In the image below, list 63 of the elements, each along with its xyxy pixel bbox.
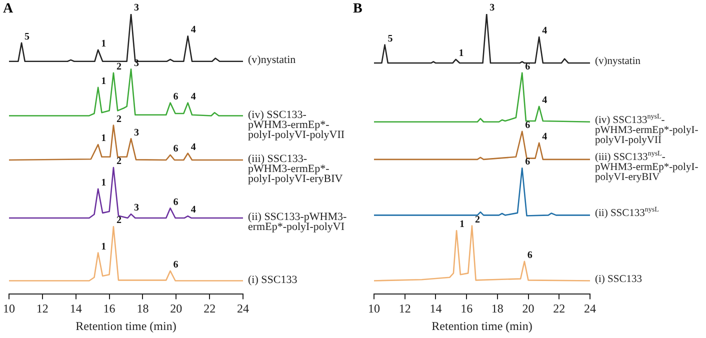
annotation: 6 xyxy=(173,260,178,271)
annotation: 2 xyxy=(116,156,122,168)
annotation: 1 xyxy=(101,38,106,50)
annotation: 2 xyxy=(116,114,122,125)
series-label: (v)nystatin xyxy=(595,56,642,68)
series-label: (v)nystatin xyxy=(248,54,297,66)
annotation: 6 xyxy=(525,61,530,72)
annotation: 3 xyxy=(490,2,495,14)
annotation: 3 xyxy=(134,2,140,14)
annotation: 6 xyxy=(173,144,178,155)
annotation: 1 xyxy=(458,48,464,59)
x-axis-title: Retention time (min) xyxy=(76,318,176,333)
annotation: 6 xyxy=(525,156,530,168)
annotation: 4 xyxy=(542,26,548,37)
annotation: 6 xyxy=(525,120,530,131)
x-tick-label: 14 xyxy=(70,302,82,316)
annotation: 5 xyxy=(24,31,30,42)
annotation: 6 xyxy=(527,250,532,261)
x-tick-label: 22 xyxy=(553,302,566,316)
annotation: 1 xyxy=(101,241,106,252)
annotation: 3 xyxy=(134,127,140,138)
annotation: 4 xyxy=(190,24,196,36)
annotation: 1 xyxy=(460,219,465,230)
annotation: 2 xyxy=(116,215,122,226)
annotation: 4 xyxy=(542,131,548,142)
series-label: (i) SSC133 xyxy=(248,274,298,286)
annotation: 5 xyxy=(388,33,393,44)
chart-title: B xyxy=(353,2,362,17)
series-label: (iii) SSC133$^{nysL}$-pWHM3-ermEp*-polyI-polyVI-eryBIV xyxy=(595,150,700,184)
annotation: 4 xyxy=(190,204,196,216)
series-label: (ii) SSC133$^{nysL}$ xyxy=(595,206,660,220)
x-tick-label: 10 xyxy=(3,302,15,316)
annotation: 1 xyxy=(101,133,106,144)
annotation: 2 xyxy=(116,61,122,72)
annotation: 2 xyxy=(474,214,480,226)
x-tick-label: 24 xyxy=(237,302,249,316)
annotation: 1 xyxy=(101,177,106,188)
annotation: 4 xyxy=(190,91,196,102)
series-label: (ii) SSC133-pWHM3-ermEp*-polyI-polyVI xyxy=(248,210,348,233)
series-label: (iv) SSC133-pWHM3-ermEp*-polyI-polyVI-polyVII xyxy=(248,108,346,141)
x-tick-label: 22 xyxy=(204,302,216,316)
annotation: 6 xyxy=(173,91,178,102)
x-tick-label: 16 xyxy=(103,302,116,316)
series-label: (i) SSC133 xyxy=(595,274,643,285)
annotation: 6 xyxy=(173,196,178,208)
annotation: 4 xyxy=(542,95,548,106)
chart-title: A xyxy=(3,2,14,17)
annotation: 4 xyxy=(190,142,196,153)
x-tick-label: 14 xyxy=(430,302,442,316)
annotation: 1 xyxy=(101,76,106,87)
x-tick-label: 24 xyxy=(584,302,596,316)
x-tick-label: 16 xyxy=(460,302,473,316)
series-label: (iv) SSC133$^{nysL}$-pWHM3-ermEp*-polyI-polyVI-polyVII xyxy=(595,112,700,146)
x-tick-label: 12 xyxy=(36,302,48,316)
x-tick-label: 18 xyxy=(491,302,504,316)
x-axis-title: Retention time (min) xyxy=(432,318,532,333)
series-label: (iii) SSC133-pWHM3-ermEp*-polyI-polyVI-eryBIV xyxy=(248,152,344,185)
x-tick-label: 12 xyxy=(398,302,411,316)
annotation: 3 xyxy=(134,202,140,214)
x-tick-label: 20 xyxy=(170,302,182,316)
x-tick-label: 18 xyxy=(136,302,149,316)
x-tick-label: 10 xyxy=(368,302,380,316)
x-tick-label: 20 xyxy=(522,302,534,316)
